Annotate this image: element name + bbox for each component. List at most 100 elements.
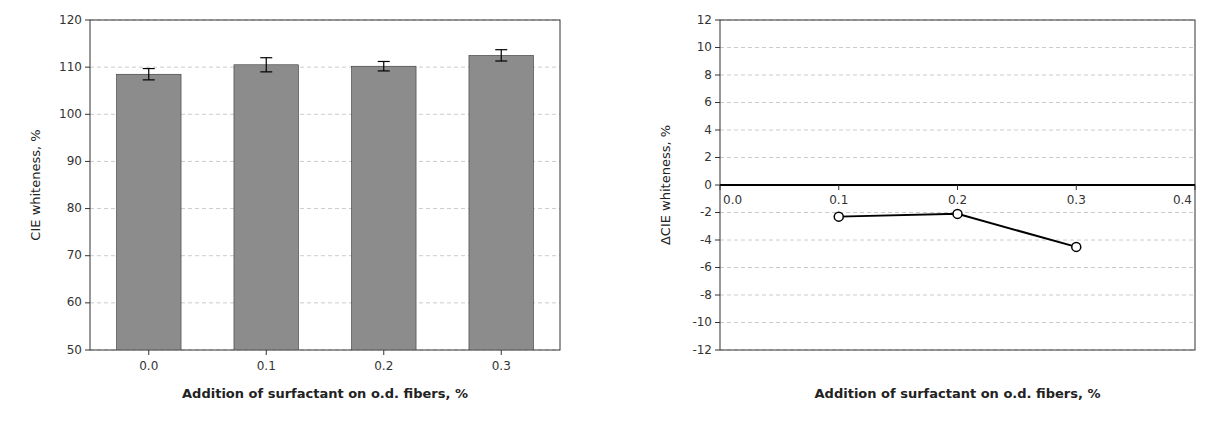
- y-tick: [85, 20, 90, 21]
- y-tick: [715, 322, 720, 323]
- y-tick: [715, 350, 720, 351]
- bar: [116, 74, 181, 350]
- y-tick: [715, 240, 720, 241]
- y-tick-label: 100: [59, 107, 82, 121]
- y-tick-label: -10: [692, 315, 712, 329]
- x-tick: [501, 350, 502, 355]
- y-tick: [715, 267, 720, 268]
- plot-frame: [720, 20, 1195, 350]
- y-tick-label: 0: [704, 178, 712, 192]
- y-axis: 50 60 70 80 90 100 110 120: [59, 13, 560, 357]
- x-axis-label: Addition of surfactant on o.d. fibers, %: [182, 386, 468, 401]
- bar: [469, 55, 534, 350]
- y-tick-label: 50: [67, 343, 82, 357]
- x-tick: [1195, 185, 1196, 190]
- x-axis-label: Addition of surfactant on o.d. fibers, %: [815, 386, 1101, 401]
- x-tick: [266, 350, 267, 355]
- point: [1072, 242, 1081, 251]
- y-tick-label: -12: [692, 343, 712, 357]
- grid-line: [720, 47, 1195, 48]
- plot-marks: [834, 209, 1081, 251]
- plot-marks: [116, 50, 533, 350]
- y-tick: [85, 67, 90, 68]
- y-tick-label: 2: [704, 150, 712, 164]
- x-tick-label: 0.2: [948, 193, 967, 207]
- x-tick-label: 0.1: [257, 359, 276, 373]
- y-tick: [85, 255, 90, 256]
- error-cap: [260, 71, 272, 72]
- y-tick-label: -4: [700, 233, 712, 247]
- error-bar: [143, 69, 155, 80]
- error-cap: [495, 60, 507, 61]
- y-tick-label: 8: [704, 68, 712, 82]
- y-tick: [715, 20, 720, 21]
- y-tick: [715, 75, 720, 76]
- y-tick: [715, 157, 720, 158]
- y-tick-label: -8: [700, 288, 712, 302]
- y-tick-label: 120: [59, 13, 82, 27]
- grid-line: [720, 157, 1195, 158]
- error-stem: [501, 50, 502, 61]
- grid-line: [720, 102, 1195, 103]
- plot-frame: [90, 20, 560, 350]
- error-stem: [383, 61, 384, 70]
- y-tick: [715, 185, 720, 186]
- error-bar: [260, 58, 272, 72]
- x-tick: [957, 185, 958, 190]
- grid-line: [720, 322, 1195, 323]
- point: [834, 212, 843, 221]
- y-tick: [715, 212, 720, 213]
- y-tick: [715, 130, 720, 131]
- error-cap: [260, 57, 272, 58]
- x-tick-label: 0.4: [1173, 193, 1192, 207]
- y-tick-label: -2: [700, 205, 712, 219]
- y-tick: [85, 161, 90, 162]
- x-tick: [148, 350, 149, 355]
- grid-line: [720, 240, 1195, 241]
- y-tick-label: 110: [59, 60, 82, 74]
- y-tick-label: 6: [704, 95, 712, 109]
- x-tick-label: 0.1: [829, 193, 848, 207]
- y-tick-label: 4: [704, 123, 712, 137]
- x-tick-label: 0.3: [1067, 193, 1086, 207]
- point: [953, 209, 962, 218]
- error-cap: [143, 79, 155, 80]
- grid-line: [720, 130, 1195, 131]
- x-tick: [383, 350, 384, 355]
- y-axis: -12 -10 -8 -6 -4 -2 0 2 4 6 8 10 12: [692, 13, 1195, 357]
- y-tick: [85, 208, 90, 209]
- y-tick: [715, 295, 720, 296]
- x-tick: [1076, 185, 1077, 190]
- error-stem: [266, 58, 267, 72]
- y-tick-label: 10: [697, 40, 712, 54]
- y-axis-label: ΔCIE whiteness, %: [658, 125, 673, 245]
- bar: [351, 66, 416, 350]
- x-tick-label: 0.0: [139, 359, 158, 373]
- y-tick-label: 60: [67, 295, 82, 309]
- y-tick-label: 12: [697, 13, 712, 27]
- x-tick-label: 0.3: [492, 359, 511, 373]
- x-tick: [838, 185, 839, 190]
- grid-line: [720, 75, 1195, 76]
- y-tick: [85, 350, 90, 351]
- grid-line: [720, 267, 1195, 268]
- error-cap: [495, 49, 507, 50]
- y-tick: [715, 102, 720, 103]
- x-tick-label: 0.2: [374, 359, 393, 373]
- y-tick-label: 70: [67, 248, 82, 262]
- chart-canvas: 5060708090100110120CIE whiteness, %0.00.…: [0, 0, 1226, 432]
- y-axis-label: CIE whiteness, %: [28, 129, 43, 240]
- x-tick: [720, 185, 721, 190]
- error-cap: [378, 70, 390, 71]
- error-bar: [378, 61, 390, 70]
- grid-line: [720, 295, 1195, 296]
- y-tick-label: 80: [67, 201, 82, 215]
- error-cap: [378, 61, 390, 62]
- error-bar: [495, 50, 507, 61]
- y-tick-label: -6: [700, 260, 712, 274]
- error-stem: [148, 69, 149, 80]
- y-tick: [85, 114, 90, 115]
- error-cap: [143, 68, 155, 69]
- y-tick: [715, 47, 720, 48]
- y-tick-label: 90: [67, 154, 82, 168]
